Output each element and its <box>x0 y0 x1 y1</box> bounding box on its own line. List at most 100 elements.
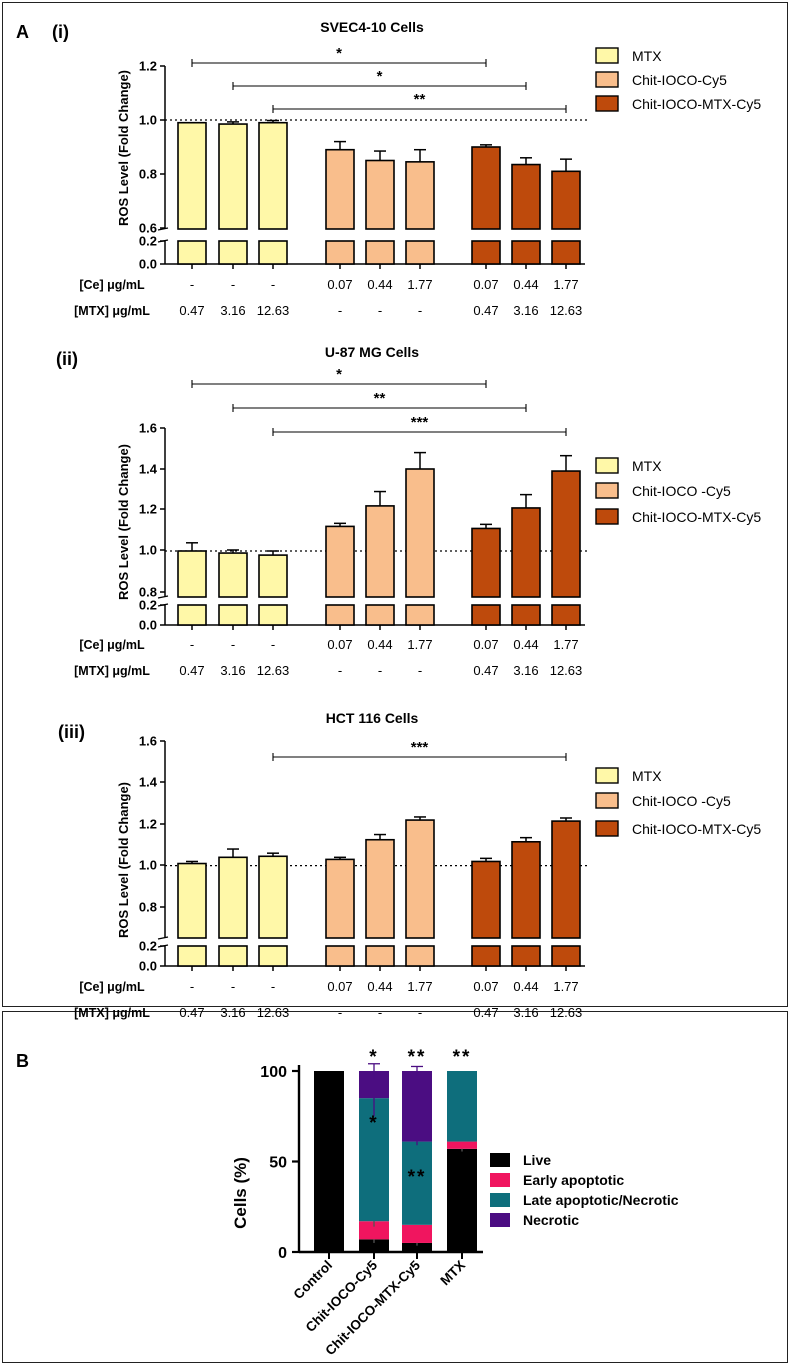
mtx-value: - <box>338 303 342 318</box>
ce-row-label: [Ce] μg/mL <box>79 980 145 994</box>
y-tick-label: 1.0 <box>139 113 157 128</box>
stacked-bar-segment <box>447 1148 477 1252</box>
ce-value: 0.44 <box>367 277 392 292</box>
stacked-bar-segment <box>402 1224 432 1243</box>
significance-label: * <box>336 45 342 62</box>
bar-lower-segment <box>365 604 395 626</box>
mtx-row-label: [MTX] μg/mL <box>74 1006 150 1020</box>
legend-label: MTX <box>632 768 662 784</box>
ce-value: 1.77 <box>407 277 432 292</box>
bar <box>551 470 581 598</box>
inner-significance-label: ** <box>408 1167 427 1188</box>
bar-lower-segment <box>258 945 288 967</box>
y-tick-label: 0.2 <box>139 598 157 613</box>
mtx-value: 12.63 <box>257 303 290 318</box>
bar <box>218 552 248 598</box>
bar <box>218 123 248 230</box>
ce-value: 1.77 <box>553 277 578 292</box>
mtx-value: - <box>338 1005 342 1020</box>
axis-break-mark <box>157 944 169 948</box>
bar-lower-segment <box>511 945 541 967</box>
legend-label: Chit-IOCO-MTX-Cy5 <box>632 509 761 525</box>
bar <box>177 121 207 230</box>
mtx-value: 0.47 <box>179 303 204 318</box>
y-tick-label: 0.8 <box>139 167 157 182</box>
mtx-value: - <box>378 303 382 318</box>
stacked-bar-segment <box>359 1239 389 1252</box>
mtx-value: - <box>418 1005 422 1020</box>
ce-row-label: [Ce] μg/mL <box>79 638 145 652</box>
mtx-value: 3.16 <box>513 303 538 318</box>
stacked-bar-segment <box>359 1221 389 1240</box>
panel-a-frame <box>2 2 788 1007</box>
significance-label: *** <box>411 414 429 431</box>
stacked-bar-segment <box>402 1071 432 1142</box>
axis-break-mark <box>157 595 169 599</box>
y-tick-label: 100 <box>260 1064 287 1081</box>
bar-lower-segment <box>511 604 541 626</box>
bar <box>325 525 355 598</box>
bar-lower-segment <box>218 240 248 265</box>
mtx-row-label: [MTX] μg/mL <box>74 304 150 318</box>
significance-label: ** <box>453 1047 472 1068</box>
legend-swatch <box>490 1153 510 1167</box>
panel-b-letter: B <box>16 1051 29 1071</box>
legend-swatch <box>490 1193 510 1207</box>
bar <box>325 148 355 230</box>
legend-label: Chit-IOCO -Cy5 <box>632 793 731 809</box>
axis-break-gap <box>159 598 599 604</box>
bar <box>471 860 501 939</box>
chart-3: 0.0 0.2 0.8 1.0 1.2 1.4 1.6 *** MTX Chit-IOCO -Cy… <box>74 734 761 1021</box>
bar <box>325 858 355 939</box>
bar <box>365 159 395 230</box>
ce-value: 1.77 <box>407 979 432 994</box>
mtx-value: 12.63 <box>257 1005 290 1020</box>
mtx-value: 3.16 <box>513 1005 538 1020</box>
bar <box>405 468 435 598</box>
chart-3-ylabel: ROS Level (Fold Change) <box>116 782 131 938</box>
mtx-value: 3.16 <box>220 1005 245 1020</box>
bar-lower-segment <box>177 945 207 967</box>
ce-value: 0.44 <box>513 277 538 292</box>
mtx-value: 3.16 <box>220 303 245 318</box>
legend-label: MTX <box>632 48 662 64</box>
chart-b: 050100ControlChit-IOCO-Cy5**Chit-IOCO-MT… <box>260 1047 678 1358</box>
bar-lower-segment <box>405 240 435 265</box>
inner-significance-label: * <box>369 1113 378 1134</box>
ce-value: 1.77 <box>553 637 578 652</box>
bar-lower-segment <box>177 240 207 265</box>
stacked-bar-segment <box>447 1141 477 1149</box>
bar-lower-segment <box>365 945 395 967</box>
bar-lower-segment <box>551 945 581 967</box>
bar-lower-segment <box>551 604 581 626</box>
bar-lower-segment <box>325 240 355 265</box>
bar <box>177 862 207 939</box>
ce-value: 0.07 <box>327 277 352 292</box>
mtx-value: 12.63 <box>550 303 583 318</box>
mtx-value: - <box>378 663 382 678</box>
y-tick-label: 1.2 <box>139 59 157 74</box>
mtx-value: - <box>418 303 422 318</box>
legend-label: Necrotic <box>523 1212 579 1228</box>
legend-label: Early apoptotic <box>523 1172 624 1188</box>
y-tick-label: 1.2 <box>139 817 157 832</box>
mtx-value: 0.47 <box>179 663 204 678</box>
axis-break-gap <box>159 939 599 945</box>
bar-lower-segment <box>218 945 248 967</box>
legend-swatch <box>595 71 619 88</box>
panel-b-frame <box>2 1011 788 1363</box>
bar <box>258 554 288 598</box>
x-tick-label: Control <box>291 1258 336 1303</box>
y-tick-label: 1.2 <box>139 502 157 517</box>
bar <box>258 855 288 939</box>
ce-value: 0.07 <box>473 979 498 994</box>
bar <box>405 819 435 939</box>
y-tick-label: 0.2 <box>139 234 157 249</box>
y-tick-label: 1.4 <box>139 462 158 477</box>
axis-break-mark <box>157 227 169 231</box>
mtx-value: - <box>338 663 342 678</box>
significance-label: * <box>377 68 383 85</box>
y-tick-label: 1.4 <box>139 775 158 790</box>
chart-3-title: HCT 116 Cells <box>326 710 419 726</box>
